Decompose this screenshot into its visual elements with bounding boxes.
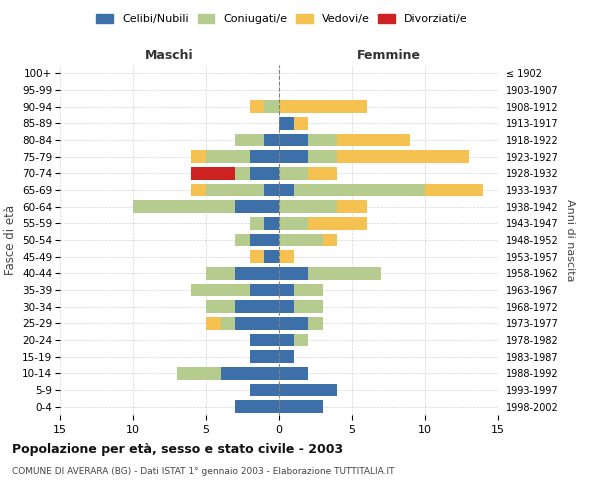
Bar <box>279 317 308 330</box>
Bar <box>279 234 323 246</box>
Bar <box>250 384 279 396</box>
Bar <box>308 317 323 330</box>
Text: Femmine: Femmine <box>356 48 421 62</box>
Bar <box>265 217 279 230</box>
Bar <box>250 250 265 263</box>
Y-axis label: Anni di nascita: Anni di nascita <box>565 198 575 281</box>
Bar <box>308 167 337 179</box>
Bar <box>206 184 265 196</box>
Bar <box>235 134 265 146</box>
Bar <box>250 334 279 346</box>
Bar <box>293 334 308 346</box>
Bar <box>250 284 279 296</box>
Bar <box>279 100 367 113</box>
Bar <box>206 300 235 313</box>
Bar <box>337 150 469 163</box>
Bar <box>279 334 293 346</box>
Bar <box>279 217 308 230</box>
Bar <box>221 367 279 380</box>
Bar <box>250 100 265 113</box>
Bar <box>308 217 367 230</box>
Bar <box>279 134 308 146</box>
Text: Maschi: Maschi <box>145 48 194 62</box>
Bar <box>279 367 308 380</box>
Bar <box>265 250 279 263</box>
Bar <box>323 234 337 246</box>
Bar <box>293 184 425 196</box>
Bar <box>279 267 308 280</box>
Bar <box>279 200 337 213</box>
Bar <box>265 184 279 196</box>
Bar <box>191 184 206 196</box>
Bar <box>279 284 293 296</box>
Bar <box>279 117 293 130</box>
Text: Popolazione per età, sesso e stato civile - 2003: Popolazione per età, sesso e stato civil… <box>12 442 343 456</box>
Bar <box>279 167 308 179</box>
Bar <box>191 167 235 179</box>
Bar <box>235 200 279 213</box>
Bar <box>308 134 337 146</box>
Bar <box>279 300 293 313</box>
Bar <box>235 400 279 413</box>
Bar <box>279 250 293 263</box>
Bar <box>235 317 279 330</box>
Bar <box>235 234 250 246</box>
Legend: Celibi/Nubili, Coniugati/e, Vedovi/e, Divorziati/e: Celibi/Nubili, Coniugati/e, Vedovi/e, Di… <box>93 10 471 28</box>
Bar <box>337 134 410 146</box>
Bar <box>279 384 337 396</box>
Bar <box>250 350 279 363</box>
Bar <box>425 184 484 196</box>
Bar <box>265 134 279 146</box>
Bar <box>235 300 279 313</box>
Bar <box>235 267 279 280</box>
Bar <box>206 317 221 330</box>
Bar <box>337 200 367 213</box>
Bar <box>250 234 279 246</box>
Bar <box>308 150 337 163</box>
Bar <box>308 267 381 280</box>
Bar <box>221 317 235 330</box>
Bar <box>279 350 293 363</box>
Bar <box>235 167 250 179</box>
Bar <box>191 284 250 296</box>
Bar <box>250 150 279 163</box>
Bar <box>293 284 323 296</box>
Bar <box>177 367 221 380</box>
Bar <box>250 167 279 179</box>
Bar <box>279 400 323 413</box>
Bar <box>293 117 308 130</box>
Bar <box>206 150 250 163</box>
Bar <box>293 300 323 313</box>
Bar <box>191 150 206 163</box>
Bar <box>133 200 235 213</box>
Text: COMUNE DI AVERARA (BG) - Dati ISTAT 1° gennaio 2003 - Elaborazione TUTTITALIA.IT: COMUNE DI AVERARA (BG) - Dati ISTAT 1° g… <box>12 468 395 476</box>
Bar <box>279 150 308 163</box>
Bar <box>265 100 279 113</box>
Bar <box>279 184 293 196</box>
Bar <box>250 217 265 230</box>
Y-axis label: Fasce di età: Fasce di età <box>4 205 17 275</box>
Bar <box>206 267 235 280</box>
